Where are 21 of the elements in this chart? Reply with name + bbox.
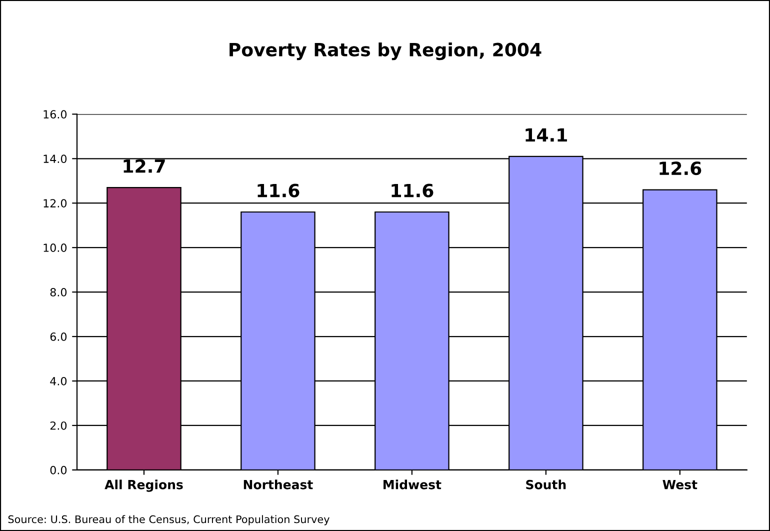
y-tick-label: 6.0: [50, 332, 67, 341]
data-label: 11.6: [392, 184, 434, 198]
y-tick-label: 4.0: [50, 376, 67, 386]
x-tick-label: South: [526, 480, 566, 490]
x-tick-label: Midwest: [384, 480, 442, 490]
y-tick-label: 16.0: [44, 110, 67, 119]
x-tick-label: All Regions: [104, 480, 183, 492]
y-tick-label: 12.0: [44, 199, 67, 208]
x-tick-label: Northeast: [244, 480, 313, 490]
y-tick-label: 0.0: [50, 466, 67, 474]
y-tick-label: 14.0: [44, 154, 67, 164]
chart-title: Poverty Rates by Region, 2004: [230, 42, 542, 60]
source-note: Source: U.S. Bureau of the Census, Current Population Survey: [8, 515, 330, 526]
data-label: 14.1: [526, 128, 567, 142]
y-tick-label: 8.0: [50, 288, 67, 296]
data-label: 11.6: [258, 184, 300, 198]
y-tick-label: 2.0: [50, 421, 67, 430]
data-label: 12.7: [124, 159, 165, 173]
y-tick-label: 10.0: [44, 244, 67, 252]
x-tick-label: West: [662, 480, 698, 490]
data-label: 12.6: [660, 162, 702, 176]
